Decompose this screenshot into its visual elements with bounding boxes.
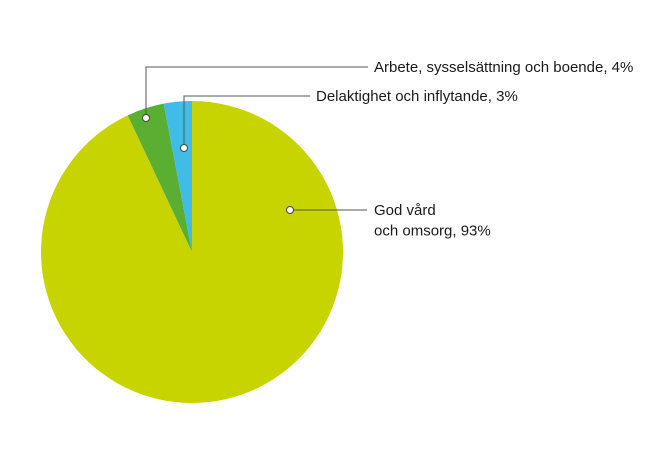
slice-label-arbete: Arbete, sysselsättning och boende, 4%	[374, 59, 633, 76]
slice-label-line: God vård	[374, 202, 436, 219]
leader-dot-vard	[286, 206, 294, 214]
pie-slices	[41, 101, 344, 403]
pie-slice-delaktighet	[163, 101, 192, 252]
slice-label-vard: God vård och omsorg, 93%	[374, 202, 491, 239]
leader-lines	[142, 66, 368, 214]
slice-label-line: Delaktighet och inflytande, 3%	[316, 88, 518, 105]
slice-label-line: Arbete, sysselsättning och boende, 4%	[374, 59, 633, 76]
slice-label-delaktighet: Delaktighet och inflytande, 3%	[316, 88, 518, 105]
pie-slice-arbete	[127, 103, 192, 252]
leader-line-delaktighet	[183, 95, 310, 148]
leader-dot-arbete	[142, 114, 150, 122]
leader-dot-delaktighet	[180, 144, 188, 152]
slice-labels: God vård och omsorg, 93% Arbete, sysselsät…	[316, 59, 633, 239]
pie-slice-vard	[41, 101, 344, 403]
leader-line-arbete	[145, 66, 368, 118]
slice-label-line: och omsorg, 93%	[374, 222, 491, 239]
